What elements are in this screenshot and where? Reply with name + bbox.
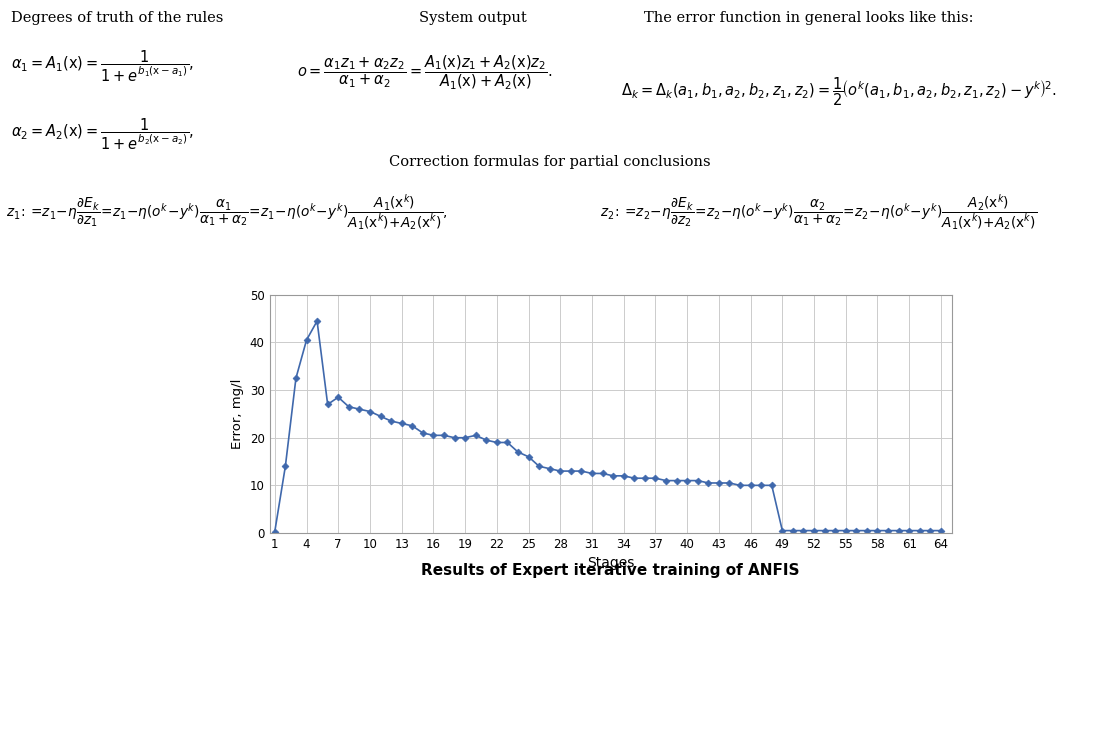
- X-axis label: Stages: Stages: [586, 556, 635, 570]
- Text: $\Delta_k=\Delta_k(a_1,b_1,a_2,b_2,z_1,z_2)=\dfrac{1}{2}\!\left(o^k(a_1,b_1,a_2,: $\Delta_k=\Delta_k(a_1,b_1,a_2,b_2,z_1,z…: [621, 76, 1057, 108]
- Text: $z_2\!:=\!z_2\!-\!\eta\dfrac{\partial E_k}{\partial z_2}\!=\!z_2\!-\!\eta(o^k\!-: $z_2\!:=\!z_2\!-\!\eta\dfrac{\partial E_…: [600, 193, 1036, 233]
- Text: Degrees of truth of the rules: Degrees of truth of the rules: [11, 11, 223, 26]
- Text: $o=\dfrac{\alpha_1 z_1+\alpha_2 z_2}{\alpha_1+\alpha_2}=\dfrac{A_1(\mathrm{x})z_: $o=\dfrac{\alpha_1 z_1+\alpha_2 z_2}{\al…: [297, 53, 552, 91]
- Text: Correction formulas for partial conclusions: Correction formulas for partial conclusi…: [389, 155, 711, 169]
- Text: $\alpha_1=A_1(\mathrm{x})=\dfrac{1}{1+e^{b_1(\mathrm{x}-a_1)}},$: $\alpha_1=A_1(\mathrm{x})=\dfrac{1}{1+e^…: [11, 49, 195, 85]
- Text: The error function in general looks like this:: The error function in general looks like…: [644, 11, 974, 26]
- Text: System output: System output: [419, 11, 527, 26]
- Y-axis label: Error, mg/l: Error, mg/l: [231, 379, 244, 449]
- Text: Results of Expert iterative training of ANFIS: Results of Expert iterative training of …: [421, 563, 800, 578]
- Text: $z_1\!:=\!z_1\!-\!\eta\dfrac{\partial E_k}{\partial z_1}\!=\!z_1\!-\!\eta(o^k\!-: $z_1\!:=\!z_1\!-\!\eta\dfrac{\partial E_…: [6, 193, 448, 233]
- Text: $\alpha_2=A_2(\mathrm{x})=\dfrac{1}{1+e^{b_2(\mathrm{x}-a_2)}},$: $\alpha_2=A_2(\mathrm{x})=\dfrac{1}{1+e^…: [11, 117, 195, 153]
